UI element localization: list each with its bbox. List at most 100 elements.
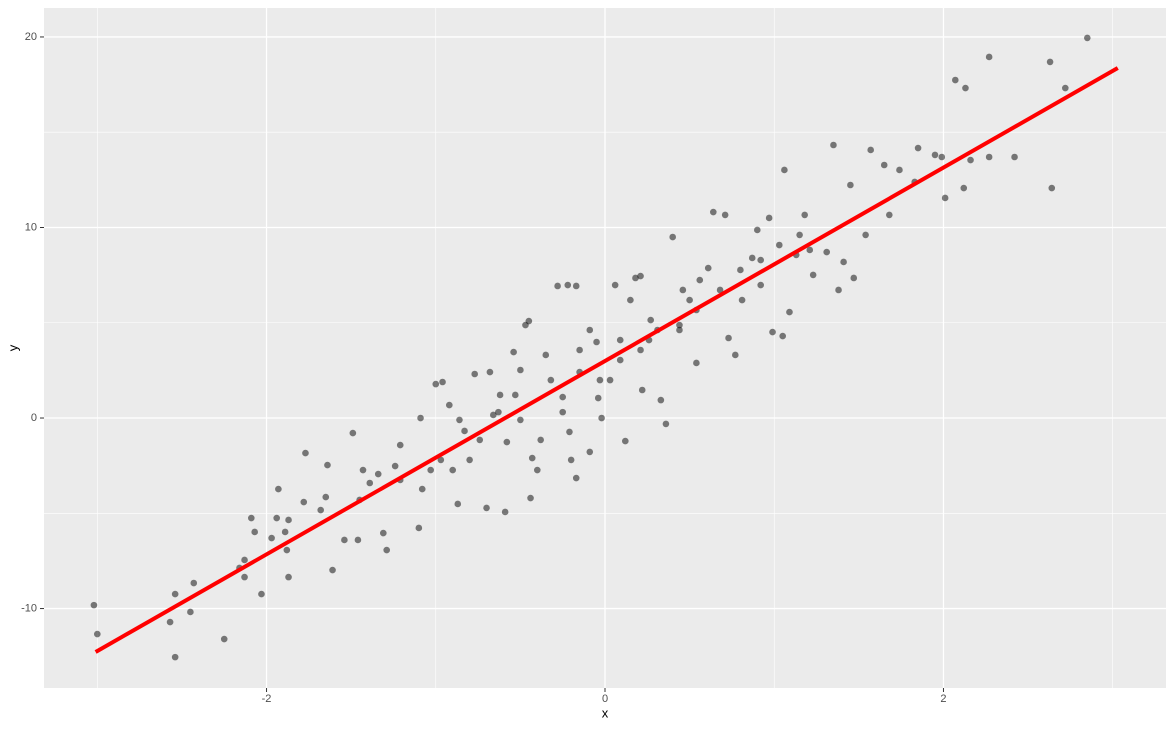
- point: [765, 214, 773, 222]
- point: [285, 516, 292, 524]
- x-tick-label: -2: [262, 693, 272, 705]
- point: [275, 485, 282, 493]
- point: [576, 346, 583, 354]
- point: [171, 653, 179, 661]
- y-tick-label: 10: [25, 221, 37, 233]
- point: [738, 296, 746, 304]
- point: [732, 351, 739, 359]
- point: [952, 76, 959, 84]
- point: [596, 376, 604, 384]
- point: [647, 316, 654, 324]
- point: [567, 456, 575, 464]
- point: [867, 146, 874, 154]
- point: [554, 282, 561, 290]
- point: [466, 456, 473, 464]
- point: [220, 635, 228, 643]
- point: [638, 386, 646, 394]
- point: [171, 590, 179, 598]
- point: [960, 184, 968, 192]
- point: [566, 428, 573, 436]
- point: [662, 420, 670, 428]
- point: [283, 546, 291, 554]
- point: [564, 281, 572, 289]
- point: [90, 601, 98, 609]
- point: [322, 493, 330, 501]
- point: [616, 336, 624, 344]
- point: [528, 454, 536, 462]
- point: [396, 441, 404, 449]
- point: [454, 500, 462, 508]
- point: [686, 296, 693, 304]
- point: [806, 246, 814, 254]
- point: [721, 211, 729, 219]
- point: [622, 437, 629, 445]
- point: [537, 436, 544, 444]
- point: [383, 546, 390, 554]
- point: [696, 276, 704, 284]
- point: [637, 346, 644, 354]
- point: [776, 241, 783, 249]
- point: [366, 479, 374, 487]
- point: [527, 494, 534, 502]
- point: [559, 408, 566, 416]
- point: [166, 618, 174, 626]
- point: [716, 286, 724, 294]
- point: [512, 391, 519, 399]
- point: [710, 208, 717, 216]
- point: [880, 161, 888, 169]
- point: [503, 438, 511, 446]
- point: [586, 448, 594, 456]
- point: [341, 536, 348, 544]
- point: [725, 334, 732, 342]
- point: [354, 536, 362, 544]
- point: [490, 411, 497, 419]
- point: [676, 326, 683, 334]
- point: [391, 462, 399, 470]
- regression-line: [94, 66, 1119, 654]
- point: [757, 256, 764, 264]
- point: [801, 211, 808, 219]
- point: [931, 151, 939, 159]
- point: [896, 166, 903, 174]
- point: [559, 393, 566, 401]
- point: [461, 427, 468, 435]
- point: [781, 166, 788, 174]
- point: [704, 264, 712, 272]
- point: [941, 194, 949, 202]
- point: [187, 608, 194, 616]
- point: [437, 456, 445, 464]
- point: [572, 474, 580, 482]
- point: [611, 281, 619, 289]
- point: [598, 414, 605, 422]
- point: [417, 414, 424, 422]
- point: [380, 529, 387, 537]
- point: [985, 153, 993, 161]
- point: [669, 233, 676, 241]
- point: [273, 514, 280, 522]
- point: [324, 461, 331, 469]
- y-axis-title: y: [5, 344, 20, 351]
- x-tick-label: 2: [940, 693, 946, 705]
- point: [835, 286, 842, 294]
- point: [534, 466, 541, 474]
- point: [914, 144, 922, 152]
- point: [748, 254, 756, 262]
- point: [517, 366, 524, 374]
- point: [258, 590, 265, 598]
- y-tick-label: -10: [21, 602, 37, 614]
- point: [962, 84, 969, 92]
- point: [349, 429, 357, 437]
- point: [94, 630, 101, 638]
- point: [679, 286, 687, 294]
- y-tick-label: 20: [25, 31, 37, 43]
- point: [496, 391, 504, 399]
- point: [432, 380, 440, 388]
- point: [847, 181, 854, 189]
- point: [657, 396, 665, 404]
- point: [606, 376, 614, 384]
- point: [786, 308, 793, 316]
- point: [593, 338, 600, 346]
- point: [251, 528, 258, 536]
- point: [359, 466, 367, 474]
